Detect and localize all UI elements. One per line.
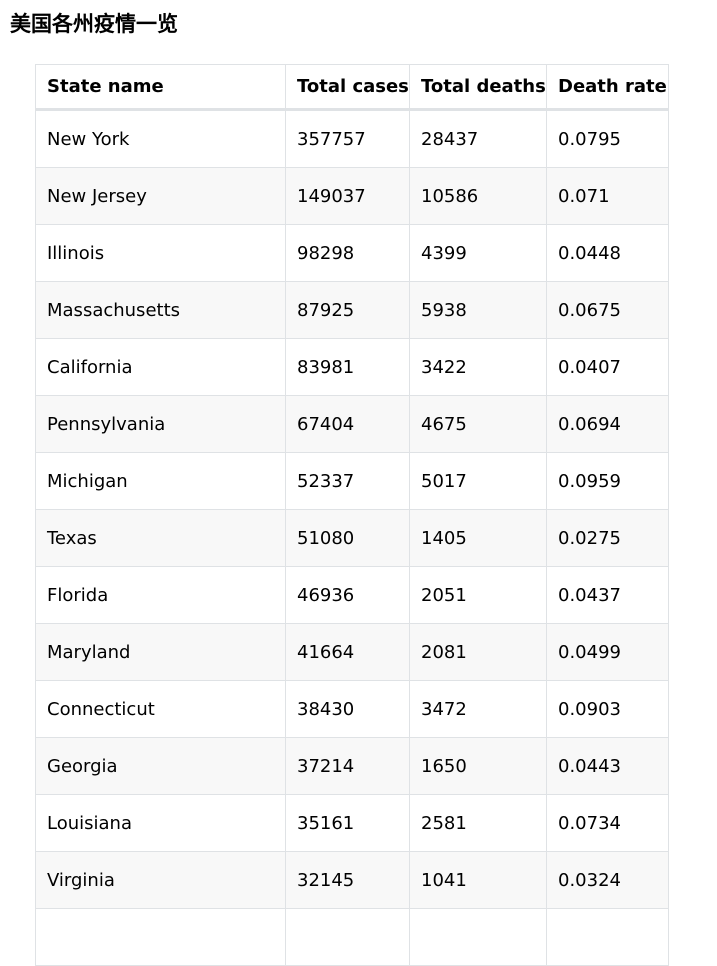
cell-total-deaths: 28437 bbox=[409, 109, 547, 168]
table-row: Massachusetts 87925 5938 0.0675 bbox=[35, 281, 669, 339]
table-row: Louisiana 35161 2581 0.0734 bbox=[35, 794, 669, 852]
cell-total-cases: 38430 bbox=[285, 680, 410, 738]
cell-total-deaths: 3422 bbox=[409, 338, 547, 396]
table-row: Illinois 98298 4399 0.0448 bbox=[35, 224, 669, 282]
cell-total-deaths: 4675 bbox=[409, 395, 547, 453]
cell-total-cases: 37214 bbox=[285, 737, 410, 795]
cell-state-name: Pennsylvania bbox=[35, 395, 286, 453]
table-row: New York 357757 28437 0.0795 bbox=[35, 109, 669, 168]
cell-death-rate: 0.0795 bbox=[546, 109, 669, 168]
cell-death-rate: 0.0694 bbox=[546, 395, 669, 453]
cell-state-name: Massachusetts bbox=[35, 281, 286, 339]
table-row: Michigan 52337 5017 0.0959 bbox=[35, 452, 669, 510]
table-row: Florida 46936 2051 0.0437 bbox=[35, 566, 669, 624]
cell-state-name: California bbox=[35, 338, 286, 396]
cell-total-cases: 83981 bbox=[285, 338, 410, 396]
state-stats-table-container: State name Total cases Total deaths Deat… bbox=[35, 64, 669, 966]
cell-state-name: Maryland bbox=[35, 623, 286, 681]
cell-total-deaths: 1650 bbox=[409, 737, 547, 795]
header-state-name: State name bbox=[35, 64, 286, 111]
cell-total-cases: 51080 bbox=[285, 509, 410, 567]
cell-state-name: Georgia bbox=[35, 737, 286, 795]
cell-state-name: Michigan bbox=[35, 452, 286, 510]
table-header-row: State name Total cases Total deaths Deat… bbox=[35, 64, 669, 111]
cell-total-deaths: 1405 bbox=[409, 509, 547, 567]
cell-total-cases bbox=[285, 908, 410, 966]
table-row: Virginia 32145 1041 0.0324 bbox=[35, 851, 669, 909]
state-stats-table: State name Total cases Total deaths Deat… bbox=[35, 64, 669, 966]
cell-total-deaths: 10586 bbox=[409, 167, 547, 225]
header-death-rate: Death rate bbox=[546, 64, 669, 111]
cell-state-name bbox=[35, 908, 286, 966]
cell-state-name: New Jersey bbox=[35, 167, 286, 225]
table-row: New Jersey 149037 10586 0.071 bbox=[35, 167, 669, 225]
cell-total-deaths bbox=[409, 908, 547, 966]
cell-state-name: New York bbox=[35, 109, 286, 168]
cell-state-name: Florida bbox=[35, 566, 286, 624]
cell-total-cases: 46936 bbox=[285, 566, 410, 624]
table-row: Maryland 41664 2081 0.0499 bbox=[35, 623, 669, 681]
cell-total-deaths: 1041 bbox=[409, 851, 547, 909]
cell-death-rate: 0.0734 bbox=[546, 794, 669, 852]
cell-total-cases: 32145 bbox=[285, 851, 410, 909]
cell-total-deaths: 5938 bbox=[409, 281, 547, 339]
table-row: Texas 51080 1405 0.0275 bbox=[35, 509, 669, 567]
cell-total-cases: 149037 bbox=[285, 167, 410, 225]
cell-total-cases: 87925 bbox=[285, 281, 410, 339]
table-row: Pennsylvania 67404 4675 0.0694 bbox=[35, 395, 669, 453]
header-total-deaths: Total deaths bbox=[409, 64, 547, 111]
cell-total-cases: 98298 bbox=[285, 224, 410, 282]
table-row bbox=[35, 908, 669, 966]
cell-total-deaths: 2081 bbox=[409, 623, 547, 681]
cell-death-rate: 0.0443 bbox=[546, 737, 669, 795]
cell-total-cases: 357757 bbox=[285, 109, 410, 168]
cell-total-deaths: 2051 bbox=[409, 566, 547, 624]
cell-total-cases: 35161 bbox=[285, 794, 410, 852]
cell-death-rate bbox=[546, 908, 669, 966]
header-total-cases: Total cases bbox=[285, 64, 410, 111]
cell-total-cases: 52337 bbox=[285, 452, 410, 510]
cell-death-rate: 0.0407 bbox=[546, 338, 669, 396]
page-title: 美国各州疫情一览 bbox=[10, 12, 178, 36]
cell-death-rate: 0.0324 bbox=[546, 851, 669, 909]
cell-death-rate: 0.0499 bbox=[546, 623, 669, 681]
cell-state-name: Connecticut bbox=[35, 680, 286, 738]
cell-total-deaths: 4399 bbox=[409, 224, 547, 282]
cell-total-deaths: 5017 bbox=[409, 452, 547, 510]
cell-death-rate: 0.0903 bbox=[546, 680, 669, 738]
cell-death-rate: 0.0448 bbox=[546, 224, 669, 282]
table-body: New York 357757 28437 0.0795 New Jersey 14903… bbox=[35, 109, 669, 966]
cell-death-rate: 0.0275 bbox=[546, 509, 669, 567]
cell-state-name: Louisiana bbox=[35, 794, 286, 852]
cell-death-rate: 0.071 bbox=[546, 167, 669, 225]
cell-death-rate: 0.0675 bbox=[546, 281, 669, 339]
cell-state-name: Illinois bbox=[35, 224, 286, 282]
cell-death-rate: 0.0437 bbox=[546, 566, 669, 624]
cell-total-deaths: 3472 bbox=[409, 680, 547, 738]
cell-total-cases: 67404 bbox=[285, 395, 410, 453]
cell-state-name: Virginia bbox=[35, 851, 286, 909]
cell-death-rate: 0.0959 bbox=[546, 452, 669, 510]
table-row: Georgia 37214 1650 0.0443 bbox=[35, 737, 669, 795]
cell-total-cases: 41664 bbox=[285, 623, 410, 681]
cell-state-name: Texas bbox=[35, 509, 286, 567]
table-row: California 83981 3422 0.0407 bbox=[35, 338, 669, 396]
cell-total-deaths: 2581 bbox=[409, 794, 547, 852]
table-row: Connecticut 38430 3472 0.0903 bbox=[35, 680, 669, 738]
